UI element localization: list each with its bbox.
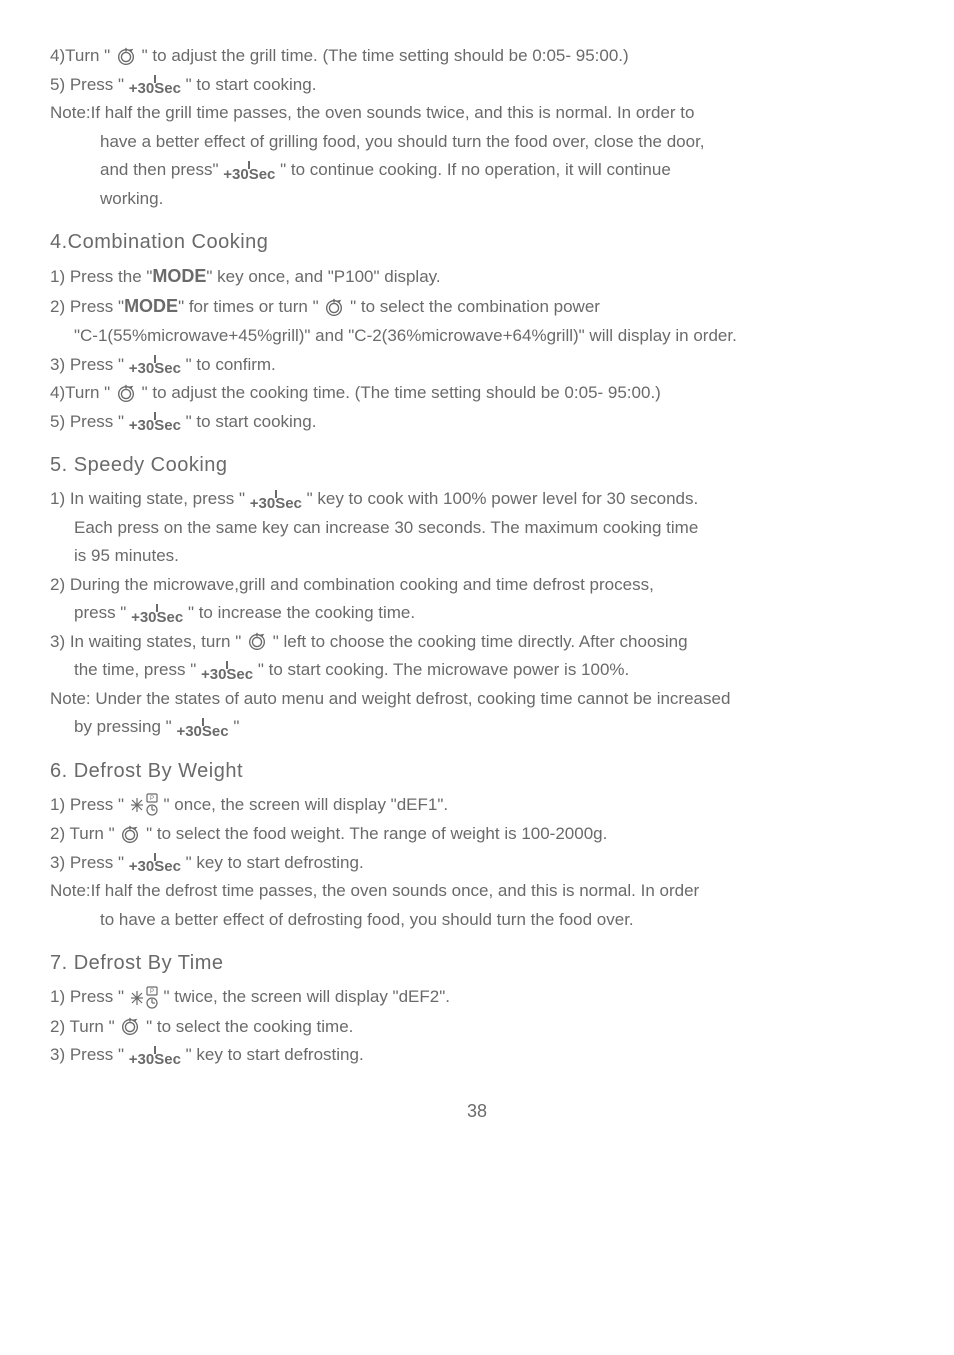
svg-text:P: P (150, 796, 154, 802)
line: 3) In waiting states, turn " " left to c… (50, 629, 904, 655)
line: Note: Under the states of auto menu and … (50, 686, 904, 712)
line: to have a better effect of defrosting fo… (50, 907, 904, 933)
line: 3) Press " +30Sec " to confirm. (50, 352, 904, 378)
start-icon: +30Sec (223, 161, 275, 181)
line: 4)Turn " " to adjust the cooking time. (… (50, 380, 904, 406)
line: Each press on the same key can increase … (50, 515, 904, 541)
start-icon: +30Sec (176, 718, 228, 738)
line: "C-1(55%microwave+45%grill)" and "C-2(36… (50, 323, 904, 349)
section-title: 4.Combination Cooking (50, 227, 904, 257)
line: is 95 minutes. (50, 543, 904, 569)
dial-icon (119, 824, 141, 846)
section-title: 6. Defrost By Weight (50, 756, 904, 786)
line: 5) Press " +30Sec " to start cooking. (50, 409, 904, 435)
line: 2) Turn " " to select the food weight. T… (50, 821, 904, 847)
line: working. (50, 186, 904, 212)
start-icon: +30Sec (129, 1046, 181, 1066)
mode-label: MODE (152, 266, 206, 286)
line: 4)Turn " " to adjust the grill time. (Th… (50, 43, 904, 69)
svg-text:P: P (150, 989, 154, 995)
line: 3) Press " +30Sec " key to start defrost… (50, 850, 904, 876)
line: 1) In waiting state, press " +30Sec " ke… (50, 486, 904, 512)
start-icon: +30Sec (129, 412, 181, 432)
line: 2) Turn " " to select the cooking time. (50, 1014, 904, 1040)
dial-icon (323, 297, 345, 319)
line: by pressing " +30Sec " (50, 714, 904, 740)
line: 5) Press " +30Sec " to start cooking. (50, 72, 904, 98)
mode-label: MODE (124, 296, 178, 316)
start-icon: +30Sec (129, 853, 181, 873)
dial-icon (119, 1016, 141, 1038)
line: Note:If half the grill time passes, the … (50, 100, 904, 126)
section-title: 5. Speedy Cooking (50, 450, 904, 480)
line: and then press" +30Sec " to continue coo… (50, 157, 904, 183)
line: the time, press " +30Sec " to start cook… (50, 657, 904, 683)
line: have a better effect of grilling food, y… (50, 129, 904, 155)
page-number: 38 (50, 1098, 904, 1125)
defrost-icon: P (129, 792, 159, 818)
start-icon: +30Sec (201, 661, 253, 681)
line: press " +30Sec " to increase the cooking… (50, 600, 904, 626)
section-title: 7. Defrost By Time (50, 948, 904, 978)
defrost-icon: P (129, 985, 159, 1011)
line: 1) Press " P " twice, the screen will di… (50, 984, 904, 1011)
dial-icon (115, 383, 137, 405)
dial-icon (115, 46, 137, 68)
line: Note:If half the defrost time passes, th… (50, 878, 904, 904)
line: 3) Press " +30Sec " key to start defrost… (50, 1042, 904, 1068)
start-icon: +30Sec (131, 604, 183, 624)
line: 2) Press "MODE" for times or turn " " to… (50, 293, 904, 320)
start-icon: +30Sec (129, 355, 181, 375)
dial-icon (246, 631, 268, 653)
line: 1) Press " P " once, the screen will dis… (50, 792, 904, 819)
line: 1) Press the "MODE" key once, and "P100"… (50, 263, 904, 290)
line: 2) During the microwave,grill and combin… (50, 572, 904, 598)
start-icon: +30Sec (129, 75, 181, 95)
start-icon: +30Sec (250, 490, 302, 510)
